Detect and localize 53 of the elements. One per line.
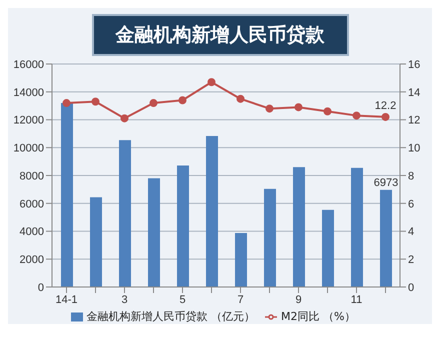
legend-label: M2同比 （%） bbox=[281, 310, 356, 323]
x-tick-label: 3 bbox=[121, 294, 128, 306]
data-label: 12.2 bbox=[374, 100, 396, 112]
point bbox=[352, 112, 360, 120]
bar bbox=[61, 103, 73, 287]
point bbox=[266, 104, 274, 113]
bar bbox=[206, 136, 218, 287]
y-tick-label: 10000 bbox=[13, 142, 44, 155]
y2-tick-label: 12 bbox=[408, 114, 420, 127]
y-tick-label: 0 bbox=[38, 282, 44, 294]
point bbox=[150, 99, 158, 108]
x-tick-label: 11 bbox=[350, 294, 362, 306]
point bbox=[236, 94, 244, 103]
bar bbox=[235, 233, 247, 287]
x-tick-label: 9 bbox=[295, 294, 302, 306]
bar bbox=[90, 197, 102, 287]
y2-tick-label: 14 bbox=[408, 86, 420, 99]
y2-tick-label: 16 bbox=[408, 58, 420, 71]
bar bbox=[380, 190, 392, 287]
y2-tick-label: 6 bbox=[408, 198, 414, 210]
y-tick-label: 12000 bbox=[13, 114, 44, 127]
y2-tick-label: 4 bbox=[408, 226, 414, 238]
chart-title: 金融机构新增人民币贷款 bbox=[92, 14, 348, 56]
data-label: 6973 bbox=[374, 176, 398, 189]
y-tick-label: 4000 bbox=[20, 226, 44, 238]
bar bbox=[177, 165, 189, 287]
bar bbox=[119, 140, 131, 287]
bar bbox=[293, 167, 305, 287]
y2-tick-label: 8 bbox=[408, 170, 414, 182]
y-tick-label: 14000 bbox=[13, 86, 44, 99]
y-tick-label: 2000 bbox=[20, 254, 44, 266]
point bbox=[62, 99, 70, 108]
legend-label: 金融机构新增人民币贷款 （亿元） bbox=[86, 310, 256, 323]
y2-tick-label: 2 bbox=[408, 254, 414, 266]
point bbox=[92, 98, 100, 106]
y2-tick-label: 0 bbox=[408, 282, 414, 294]
point bbox=[120, 114, 128, 122]
bar bbox=[148, 178, 160, 287]
y-tick-label: 16000 bbox=[13, 58, 44, 71]
point bbox=[294, 103, 302, 112]
x-tick-label: 14-1 bbox=[55, 294, 78, 306]
point bbox=[208, 78, 216, 86]
x-tick-label: 7 bbox=[237, 294, 244, 306]
bar bbox=[351, 168, 363, 287]
y2-tick-label: 10 bbox=[408, 142, 420, 155]
point bbox=[324, 107, 332, 116]
y-tick-label: 8000 bbox=[20, 170, 44, 182]
point bbox=[382, 112, 390, 121]
bar bbox=[322, 210, 334, 287]
x-tick-label: 5 bbox=[179, 294, 186, 306]
point bbox=[178, 96, 186, 104]
y-tick-label: 6000 bbox=[20, 198, 44, 210]
bar bbox=[264, 188, 276, 287]
